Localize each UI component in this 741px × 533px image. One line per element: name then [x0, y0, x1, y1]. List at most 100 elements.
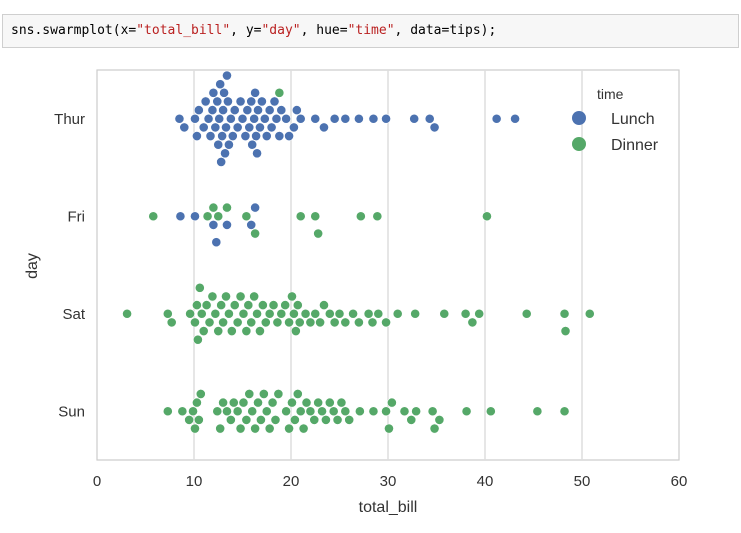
- swarm-point-lunch: [220, 148, 230, 159]
- swarm-point-lunch: [212, 96, 223, 107]
- y-tick-label: Thur: [54, 111, 85, 128]
- swarm-point-dinner: [290, 326, 301, 336]
- swarm-point-lunch: [409, 113, 420, 124]
- swarm-point-lunch: [224, 139, 234, 150]
- swarm-point-lunch: [190, 211, 200, 222]
- swarm-point-dinner: [392, 308, 403, 319]
- swarm-point-dinner: [192, 300, 202, 311]
- swarm-point-dinner: [292, 389, 303, 399]
- swarm-point-dinner: [192, 397, 202, 408]
- swarm-point-dinner: [218, 317, 228, 328]
- swarm-point-dinner: [257, 300, 268, 311]
- swarm-point-lunch: [259, 113, 270, 124]
- swarm-point-lunch: [291, 105, 302, 116]
- swarm-point-lunch: [221, 122, 231, 133]
- swarm-point-dinner: [372, 211, 383, 222]
- swarm-point-lunch: [218, 105, 228, 116]
- swarm-point-lunch: [217, 131, 228, 141]
- swarm-point-dinner: [410, 308, 421, 319]
- swarm-point-dinner: [241, 326, 252, 336]
- swarm-point-dinner: [559, 406, 570, 417]
- x-tick-label: 30: [380, 473, 397, 490]
- swarm-point-dinner: [162, 406, 173, 417]
- swarm-point-lunch: [215, 79, 226, 90]
- swarm-point-lunch: [227, 131, 238, 141]
- code-hue-kw: hue=: [316, 23, 348, 38]
- swarm-point-lunch: [368, 113, 379, 124]
- swarm-point-dinner: [321, 414, 331, 425]
- swarm-point-lunch: [190, 113, 200, 124]
- swarm-point-dinner: [256, 414, 266, 425]
- swarm-point-dinner: [315, 317, 325, 328]
- swarm-point-dinner: [244, 389, 255, 399]
- swarm-point-dinner: [260, 317, 271, 328]
- swarm-point-dinner: [177, 406, 188, 417]
- swarm-point-dinner: [584, 308, 595, 319]
- code-x-kw: x=: [120, 23, 137, 38]
- swarm-point-dinner: [284, 423, 294, 434]
- swarm-point-lunch: [255, 122, 265, 133]
- swarm-point-lunch: [491, 113, 502, 124]
- swarm-point-dinner: [332, 414, 343, 425]
- swarm-point-dinner: [268, 300, 279, 311]
- swarm-point-dinner: [474, 308, 485, 319]
- code-sep2: ,: [300, 23, 317, 38]
- swarm-point-lunch: [424, 113, 435, 124]
- code-cell[interactable]: sns.swarmplot(x="total_bill", y="day", h…: [2, 14, 739, 48]
- swarm-point-dinner: [329, 317, 340, 328]
- code-y-kw: y=: [245, 23, 262, 38]
- swarm-point-dinner: [213, 211, 224, 222]
- swarm-point-lunch: [237, 113, 248, 124]
- swarm-point-lunch: [192, 131, 202, 141]
- swarm-point-dinner: [460, 308, 471, 319]
- swarm-point-lunch: [310, 113, 321, 124]
- x-tick-label: 60: [671, 473, 688, 490]
- swarm-point-lunch: [208, 219, 219, 230]
- swarm-point-lunch: [281, 113, 292, 124]
- swarm-point-dinner: [188, 406, 198, 417]
- swarm-point-dinner: [467, 317, 478, 328]
- y-axis-label: day: [24, 253, 41, 279]
- swarm-point-dinner: [202, 211, 213, 222]
- swarm-point-lunch: [252, 148, 262, 159]
- swarm-point-dinner: [559, 308, 570, 319]
- swarm-point-dinner: [300, 308, 311, 319]
- swarm-point-lunch: [229, 105, 240, 116]
- swarm-point-dinner: [253, 397, 263, 408]
- swarm-point-dinner: [196, 308, 207, 319]
- legend-marker: [572, 137, 586, 151]
- swarm-point-lunch: [250, 202, 261, 213]
- swarm-point-lunch: [246, 96, 257, 107]
- swarm-point-dinner: [212, 406, 223, 417]
- swarm-point-dinner: [324, 308, 335, 319]
- x-tick-label: 40: [477, 473, 494, 490]
- swarm-point-dinner: [247, 406, 258, 417]
- swarm-point-lunch: [249, 113, 260, 124]
- swarm-point-lunch: [232, 122, 243, 133]
- swarm-point-lunch: [219, 87, 229, 98]
- swarm-point-dinner: [185, 308, 196, 319]
- swarm-point-lunch: [256, 96, 267, 107]
- legend-label: Dinner: [611, 137, 659, 154]
- swarm-point-dinner: [367, 317, 378, 328]
- swarm-point-lunch: [264, 105, 275, 116]
- swarm-point-dinner: [238, 397, 249, 408]
- swarm-point-lunch: [340, 113, 351, 124]
- swarm-point-lunch: [205, 131, 216, 141]
- swarm-point-lunch: [242, 105, 253, 116]
- swarm-point-lunch: [223, 96, 233, 107]
- swarm-point-lunch: [211, 237, 222, 248]
- swarm-point-dinner: [225, 414, 236, 425]
- swarm-point-dinner: [222, 406, 232, 417]
- swarm-point-dinner: [208, 202, 219, 213]
- swarm-point-lunch: [208, 87, 219, 98]
- swarm-point-dinner: [284, 317, 294, 328]
- swarm-point-dinner: [482, 211, 492, 222]
- code-y-val: "day": [261, 23, 301, 38]
- swarm-point-dinner: [235, 291, 246, 302]
- legend-title: time: [597, 86, 624, 102]
- swarm-point-dinner: [355, 211, 366, 222]
- swarm-point-lunch: [174, 113, 185, 124]
- code-end: );: [480, 23, 497, 38]
- legend-marker: [572, 111, 586, 125]
